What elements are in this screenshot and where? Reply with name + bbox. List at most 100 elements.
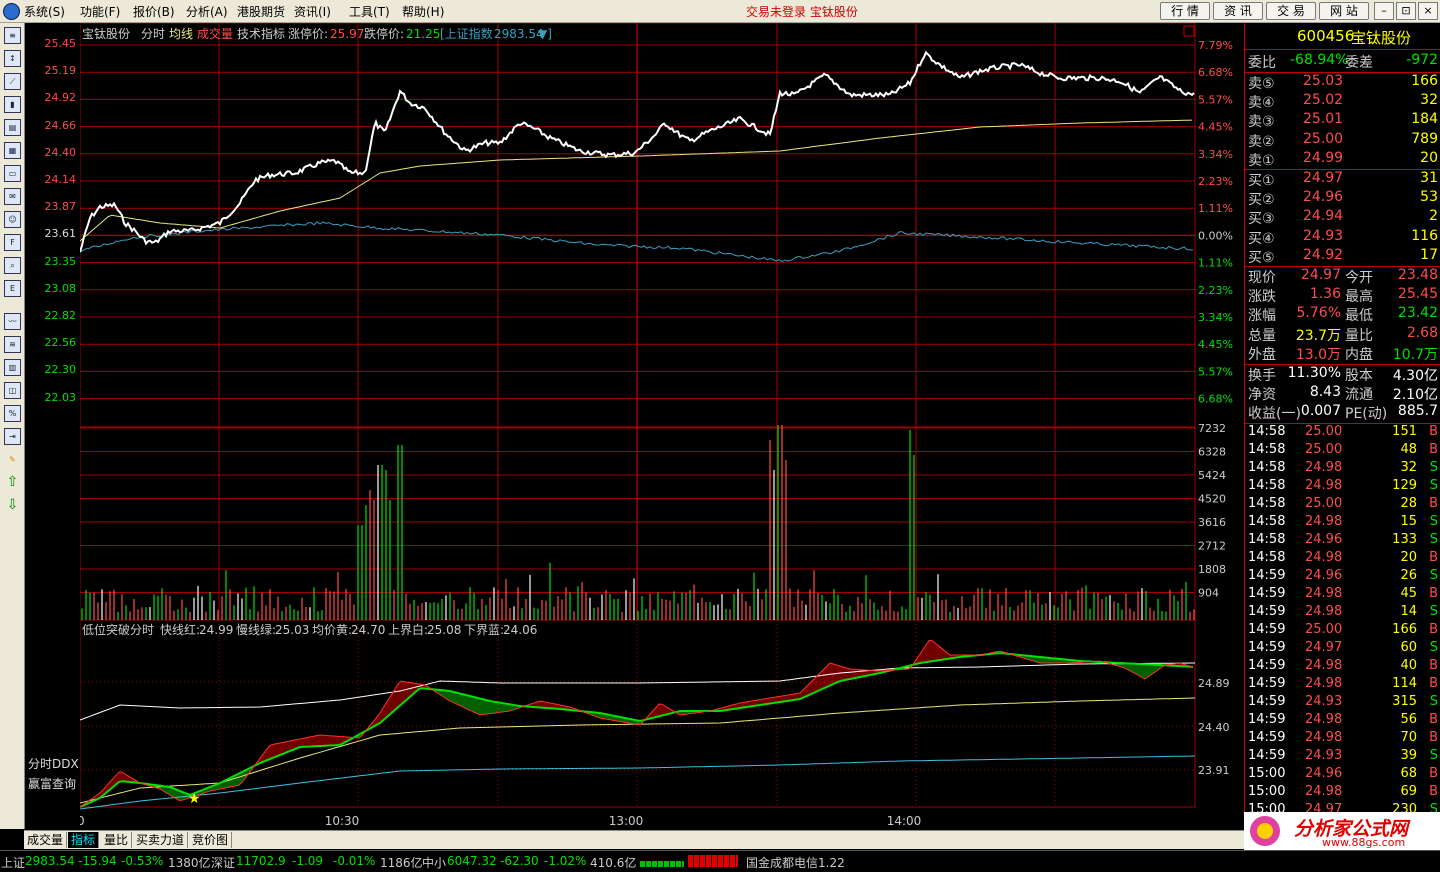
index-label: [上证指数 (440, 26, 493, 41)
minimize-icon[interactable]: – (1374, 2, 1394, 20)
sh-label: 上证 (1, 856, 26, 870)
tab-bottom-buysell-force[interactable]: 买卖力道 (133, 832, 189, 848)
table-icon[interactable]: ▦ (4, 142, 21, 159)
pencil-icon[interactable]: ✎ (4, 451, 21, 468)
tick-price: 25.00 (1305, 622, 1343, 637)
app-logo-icon[interactable] (3, 3, 20, 20)
arrow-up-icon[interactable]: ⇧ (4, 474, 21, 491)
indicator-avg-label: 均价黄: (312, 623, 352, 637)
tick-row: 14:58 24.98 129 S (1245, 478, 1440, 496)
indicator-slow-label: 慢线绿: (236, 622, 276, 637)
tick-volume: 129 (1392, 478, 1417, 493)
search-icon[interactable]: ⌕ (4, 257, 21, 274)
ask-volume: 184 (1411, 111, 1438, 128)
quote-list-icon[interactable]: ≡ (4, 27, 21, 44)
compare-chart-icon[interactable]: ≋ (4, 336, 21, 353)
stat-row: 涨幅 5.76% 最低 23.42 (1245, 305, 1440, 324)
trend-chart-icon[interactable]: ⟋ (4, 73, 21, 90)
menu-system[interactable]: 系统(S) (24, 5, 65, 19)
tab-avg-line[interactable]: 均线 (169, 27, 193, 41)
tick-volume: 15 (1400, 514, 1417, 529)
index-line (80, 221, 1194, 262)
price-tick-label: 23.61 (44, 227, 77, 241)
etf-icon[interactable]: E (4, 280, 21, 297)
close-icon[interactable]: × (1418, 2, 1438, 20)
sort-icon[interactable]: ↕ (4, 50, 21, 67)
breakout-star-icon: ★ (188, 791, 201, 807)
tick-side: B (1429, 622, 1438, 637)
tick-row: 14:59 24.96 26 S (1245, 568, 1440, 586)
pct-tick-label: 4.45% (1198, 338, 1233, 351)
arrow-down-icon[interactable]: ⇩ (4, 497, 21, 514)
bar-chart-icon[interactable]: ▥ (4, 359, 21, 376)
menu-analysis[interactable]: 分析(A) (186, 5, 228, 19)
intraday-chart[interactable]: 7.79% 6.68% 5.57% 4.45% 3.34% 2.23% 1.11% 0.00%… (80, 23, 1244, 830)
percent-icon[interactable]: % (4, 405, 21, 422)
export-icon[interactable]: ⇥ (4, 428, 21, 445)
price-tick-label: 24.14 (44, 173, 77, 186)
line-chart-icon[interactable]: 〰 (4, 313, 21, 330)
tab-volume[interactable]: 成交量 (197, 26, 233, 41)
tick-price: 25.00 (1305, 496, 1343, 511)
tick-volume: 39 (1400, 748, 1417, 763)
tab-bottom-auction[interactable]: 竞价图 (189, 832, 233, 848)
tab-bottom-volume-ratio[interactable]: 量比 (101, 832, 133, 848)
tab-indicator[interactable]: 技术指标 (237, 26, 285, 41)
stat-row: 涨跌 1.36 最高 25.45 (1245, 286, 1440, 305)
bid-price: 24.93 (1303, 227, 1344, 244)
website-button[interactable]: 网 站 (1319, 2, 1369, 20)
indicator-lower-label: 下界蓝: (464, 623, 504, 637)
tab-bottom-volume[interactable]: 成交量 (24, 832, 68, 848)
tick-price: 24.98 (1305, 712, 1343, 727)
f10-icon[interactable]: F (4, 234, 21, 251)
menu-quote[interactable]: 报价(B) (133, 5, 175, 19)
menu-function[interactable]: 功能(F) (80, 5, 121, 19)
kline-icon[interactable]: ▮ (4, 96, 21, 113)
news-ticker[interactable]: 国金成都电信1.22 (746, 856, 845, 870)
status-bar: 上证 2983.54 -15.94 -0.53% 1380亿 深证 11702.… (0, 850, 1440, 872)
indicator-fast-line (80, 639, 1194, 808)
yingfu-link[interactable]: 赢富查询 (28, 777, 77, 791)
tick-side: B (1429, 658, 1438, 673)
market-breadth-icon (640, 855, 740, 868)
tick-volume: 133 (1392, 532, 1417, 547)
ddx-link[interactable]: 分时DDX (28, 757, 79, 771)
market-button[interactable]: 行 情 (1160, 2, 1210, 20)
mail-icon[interactable]: ✉ (4, 188, 21, 205)
trade-button[interactable]: 交 易 (1266, 2, 1316, 20)
restore-icon[interactable]: ⊡ (1396, 2, 1416, 20)
tick-side: B (1429, 496, 1438, 511)
document-icon[interactable]: ▭ (4, 165, 21, 182)
tick-price: 24.98 (1305, 586, 1343, 601)
tick-time: 14:58 (1248, 460, 1286, 475)
users-icon[interactable]: ☺ (4, 211, 21, 228)
zx-pct: -1.02% (544, 854, 587, 868)
menu-help[interactable]: 帮助(H) (402, 5, 445, 19)
zx-change: -62.30 (500, 854, 539, 868)
multi-chart-icon[interactable]: ◫ (4, 382, 21, 399)
tick-time: 14:58 (1248, 478, 1286, 493)
report-icon[interactable]: ▤ (4, 119, 21, 136)
chart-close-icon[interactable] (1183, 25, 1195, 37)
volume-tick-label: 2712 (1198, 540, 1226, 553)
stat-row: 总量 23.7万 量比 2.68 (1245, 325, 1440, 344)
tab-intraday[interactable]: 分时 (141, 27, 165, 41)
tick-side: B (1429, 442, 1438, 457)
weibi-value: -68.94% (1290, 52, 1349, 68)
indicator-lower-value: 24.06 (503, 623, 537, 637)
tab-bottom-indicator[interactable]: 指标 (68, 832, 100, 848)
tick-price: 24.97 (1305, 640, 1343, 655)
indicator-lower-line (80, 755, 1196, 810)
news-button[interactable]: 资 讯 (1213, 2, 1263, 20)
tick-row: 15:00 24.96 68 B (1245, 766, 1440, 784)
menu-info[interactable]: 资讯(I) (294, 5, 331, 19)
tick-side: S (1429, 694, 1438, 709)
tick-row: 14:58 25.00 48 B (1245, 442, 1440, 460)
menu-tools[interactable]: 工具(T) (349, 5, 390, 19)
menu-hk-futures[interactable]: 港股期货 (237, 5, 286, 19)
stat-row: 换手 11.30% 股本 4.30亿 (1245, 365, 1440, 384)
stat-row: 净资 8.43 流通 2.10亿 (1245, 384, 1440, 403)
stat-value: 2.10亿 (1392, 387, 1438, 404)
stat-value: 23.48 (1397, 267, 1438, 283)
tick-time: 14:58 (1248, 514, 1286, 529)
